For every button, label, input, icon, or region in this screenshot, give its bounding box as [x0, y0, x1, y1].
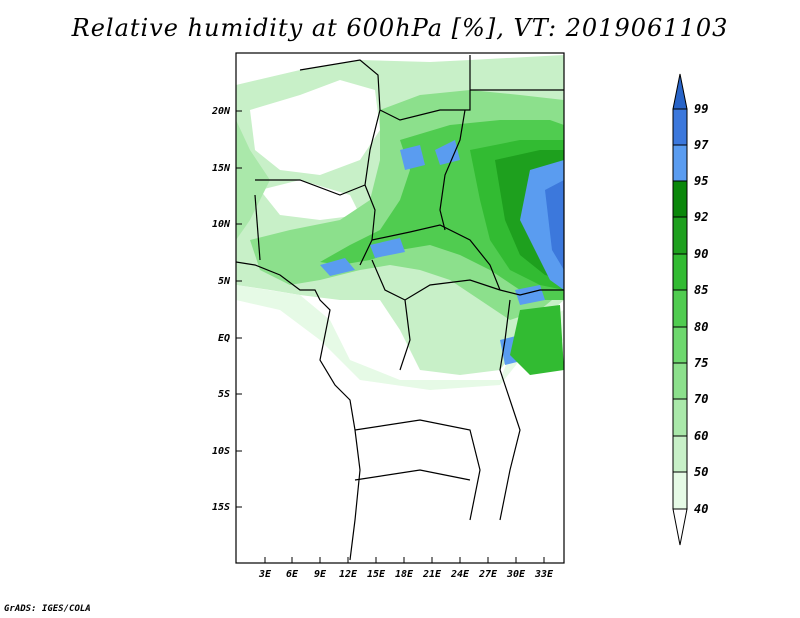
x-tick-label: 21E	[422, 569, 442, 580]
rh-green-lakes	[510, 305, 564, 375]
rh-dry-area-2	[260, 180, 360, 220]
rh-blue-patch-1	[400, 145, 425, 170]
x-tick-label: 15E	[367, 569, 386, 580]
rh-dry-area	[250, 80, 380, 175]
colorbar-label: 40	[694, 502, 708, 516]
colorbar-label: 85	[694, 283, 708, 297]
colorbar-label: 99	[694, 102, 708, 116]
y-tick-label: 5N	[218, 276, 231, 287]
rh-band-light-2	[236, 285, 564, 390]
colorbar-seg-40-50	[672, 471, 688, 510]
colorbar-seg-85-90	[672, 253, 688, 291]
colorbar-seg-80-85	[672, 289, 688, 328]
y-tick-label: 20N	[211, 106, 231, 117]
x-tick-label: 3E	[258, 569, 272, 580]
colorbar-seg-60-70	[672, 398, 688, 437]
rh-blue-east-2	[545, 180, 564, 270]
rh-blue-patch-5	[515, 285, 545, 305]
chart-title: Relative humidity at 600hPa [%], VT: 201…	[71, 14, 729, 42]
colorbar-label: 75	[694, 356, 708, 370]
y-tick-label: 10S	[212, 446, 230, 457]
y-tick-label: 15N	[212, 163, 231, 174]
y-tick-label: 15S	[212, 502, 230, 513]
rh-blue-patch-3	[320, 258, 355, 276]
y-tick-label: EQ	[218, 333, 230, 344]
axis-ticks	[236, 110, 545, 563]
x-tick-label: 12E	[339, 569, 358, 580]
colorbar-label: 92	[694, 210, 708, 224]
x-tick-label: 6E	[286, 569, 299, 580]
x-tick-label: 33E	[534, 569, 554, 580]
colorbar-label: 70	[694, 392, 708, 406]
colorbar-labels: 99 97 95 92 90 85 80 75 70 60 50 40	[694, 102, 709, 516]
colorbar-seg-95-97	[672, 144, 688, 182]
x-tick-label: 24E	[450, 569, 470, 580]
colorbar-label: 90	[694, 247, 708, 261]
x-tick-label: 30E	[506, 569, 526, 580]
x-tick-label: 18E	[395, 569, 414, 580]
x-axis-labels: 3E 6E 9E 12E 15E 18E 21E 24E 27E 30E 33E	[258, 569, 554, 580]
rh-blue-patch-2	[435, 140, 460, 165]
colorbar-bottom-arrow	[672, 508, 688, 546]
grads-credit: GrADS: IGES/COLA	[4, 604, 91, 614]
rh-blue-patch-4	[370, 238, 405, 258]
colorbar-label: 97	[694, 138, 709, 152]
y-axis-labels: 20N 15N 10N 5N EQ 5S 10S 15S	[211, 106, 231, 513]
colorbar	[672, 73, 688, 546]
country-boundaries	[236, 55, 564, 561]
colorbar-label: 60	[694, 429, 708, 443]
humidity-field	[236, 55, 564, 390]
y-tick-label: 10N	[212, 219, 231, 230]
y-tick-label: 5S	[218, 389, 230, 400]
colorbar-seg-92-95	[672, 180, 688, 218]
map-frame	[235, 52, 565, 564]
colorbar-label: 80	[694, 320, 708, 334]
x-tick-label: 27E	[478, 569, 498, 580]
rh-band-medium-w	[236, 120, 270, 240]
colorbar-seg-70-75	[672, 362, 688, 400]
x-tick-label: 9E	[314, 569, 327, 580]
colorbar-seg-75-80	[672, 326, 688, 364]
colorbar-seg-90-92	[672, 216, 688, 255]
colorbar-label: 95	[694, 174, 708, 188]
colorbar-top-arrow	[672, 73, 688, 110]
colorbar-seg-97-99	[672, 108, 688, 146]
colorbar-label: 50	[694, 465, 708, 479]
colorbar-seg-50-60	[672, 435, 688, 473]
